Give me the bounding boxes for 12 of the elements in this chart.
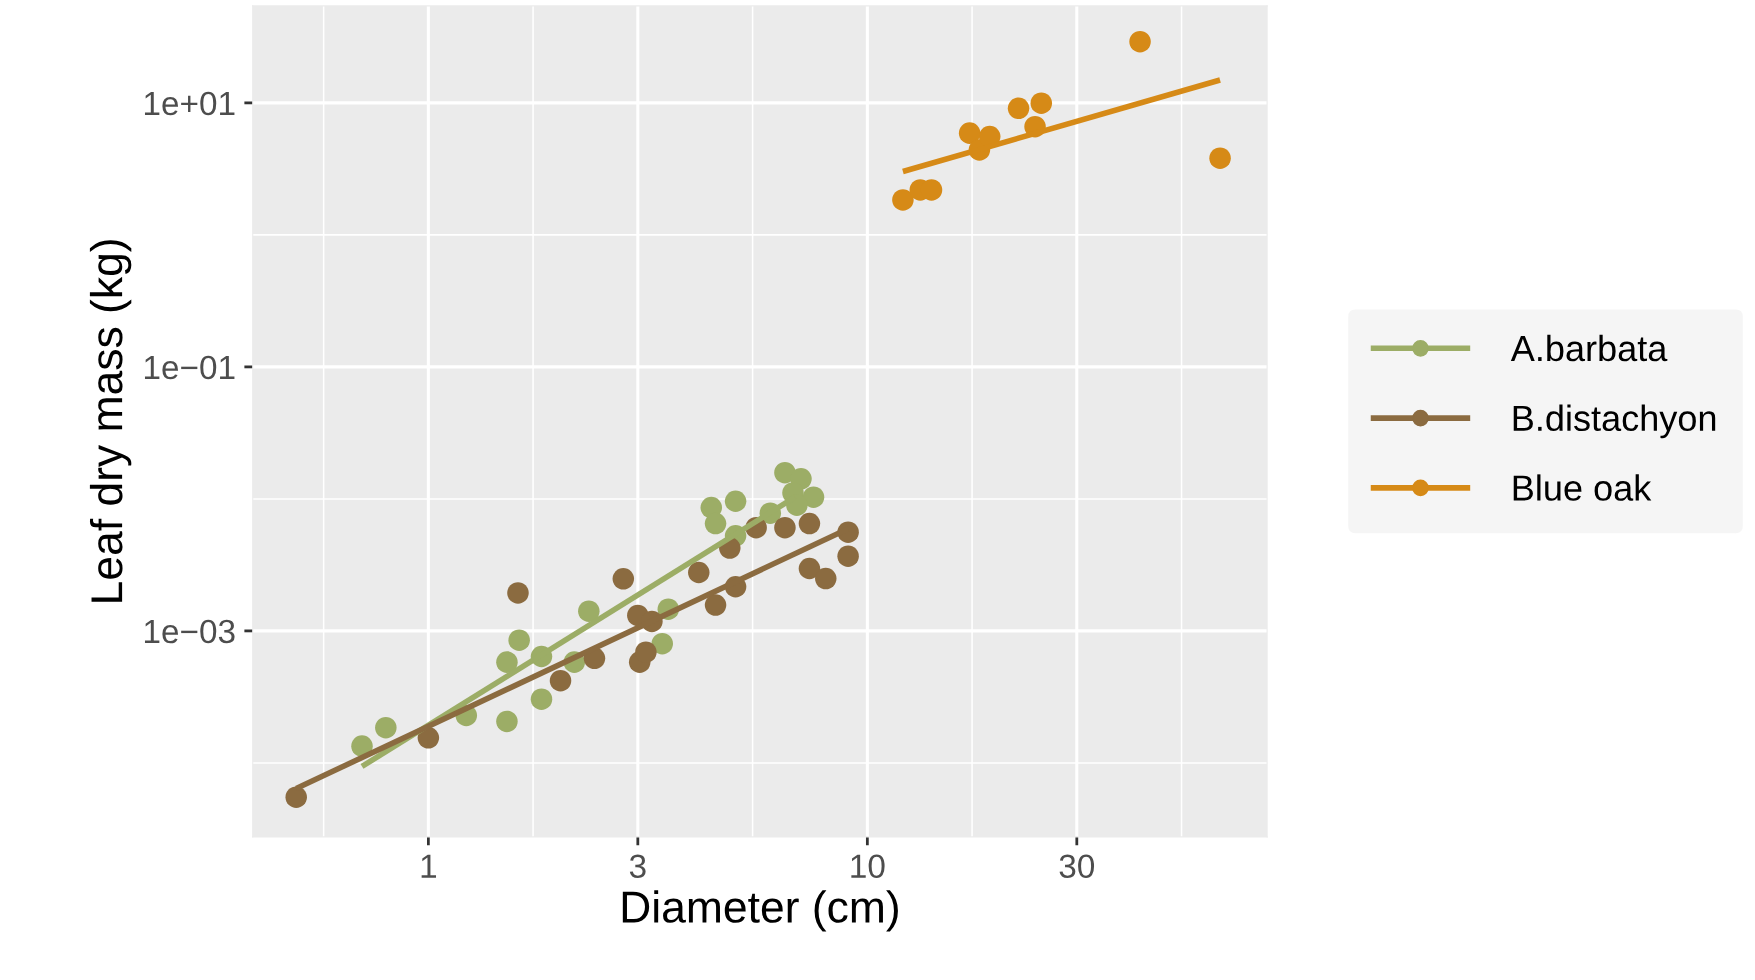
y-tick-label: 1e−01	[144, 355, 235, 380]
legend-label: Blue oak	[1513, 474, 1652, 501]
y-tick-label: 1e+01	[144, 91, 235, 116]
y-axis-title: Leaf dry mass (kg)	[89, 240, 132, 602]
x-axis-title: Diameter (cm)	[622, 890, 898, 932]
x-tick-label: 10	[851, 854, 885, 879]
legend-label: A.barbata	[1510, 334, 1668, 362]
y-tick-label: 1e−03	[144, 619, 235, 644]
x-tick-label: 30	[1059, 854, 1095, 879]
x-tick-label: 3	[629, 854, 646, 879]
x-tick-label: 1	[421, 854, 437, 878]
legend-label: B.distachyon	[1513, 404, 1716, 439]
